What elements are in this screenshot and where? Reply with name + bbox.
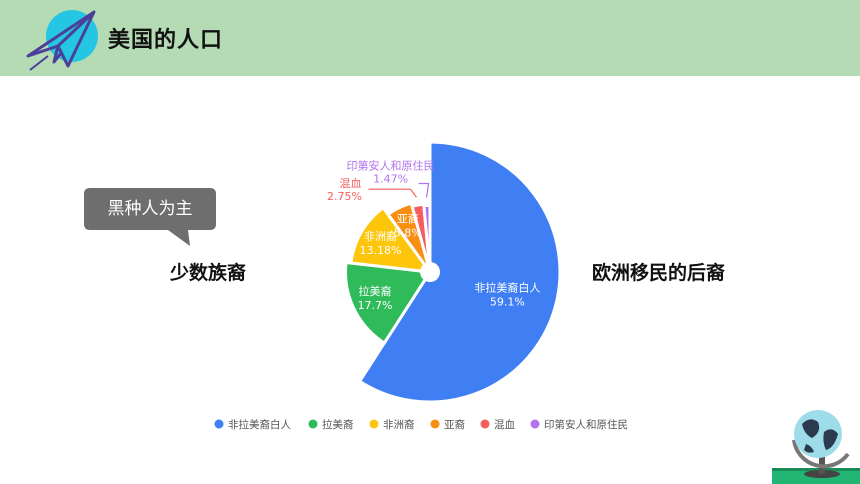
leader-line (368, 188, 417, 198)
legend-item-3[interactable]: 亚裔 (430, 418, 466, 431)
callout-text: 黑种人为主 (107, 199, 193, 219)
header-bar: 美国的人口 (0, 0, 860, 76)
paper-plane-icon (26, 10, 98, 71)
legend-label: 非洲裔 (383, 418, 415, 431)
slice-name-label: 亚裔 (397, 212, 419, 226)
legend-marker (308, 419, 318, 429)
legend-marker (214, 419, 224, 429)
slice-value-label: 17.7% (358, 299, 393, 312)
globe-icon (772, 410, 860, 484)
slice-name-label: 非洲裔 (364, 229, 397, 243)
slice-value-label: 1.47% (373, 172, 408, 185)
legend-item-0[interactable]: 非拉美裔白人 (214, 418, 292, 431)
legend-item-1[interactable]: 拉美裔 (308, 418, 354, 431)
legend-label: 非拉美裔白人 (228, 418, 291, 431)
slice-name-label: 混血 (339, 176, 361, 190)
slice-value-label: 13.18% (360, 244, 402, 257)
legend-label: 印第安人和原住民 (544, 418, 628, 431)
legend-label: 拉美裔 (322, 418, 354, 431)
callout-bubble (84, 188, 216, 246)
slice-value-label: 5.8% (394, 227, 422, 240)
slice-name-label: 非拉美裔白人 (474, 281, 540, 295)
legend-marker (369, 419, 379, 429)
legend-marker (430, 419, 440, 429)
slice-value-label: 59.1% (490, 296, 525, 309)
legend-item-5[interactable]: 印第安人和原住民 (530, 418, 629, 431)
legend-label: 亚裔 (444, 418, 465, 431)
leader-line (418, 182, 430, 198)
minority-label: 少数族裔 (170, 262, 247, 284)
slice-value-label: 2.75% (327, 190, 362, 203)
page-title: 美国的人口 (108, 28, 224, 53)
slice-name-label: 印第安人和原住民 (347, 158, 435, 172)
legend-item-4[interactable]: 混血 (480, 418, 516, 431)
legend-marker (530, 419, 540, 429)
legend-label: 混血 (494, 418, 515, 431)
legend-item-2[interactable]: 非洲裔 (369, 418, 415, 431)
european-descendants-label: 欧洲移民的后裔 (592, 262, 726, 284)
pie-center (420, 262, 440, 282)
legend-marker (480, 419, 490, 429)
slice-name-label: 拉美裔 (359, 284, 392, 298)
